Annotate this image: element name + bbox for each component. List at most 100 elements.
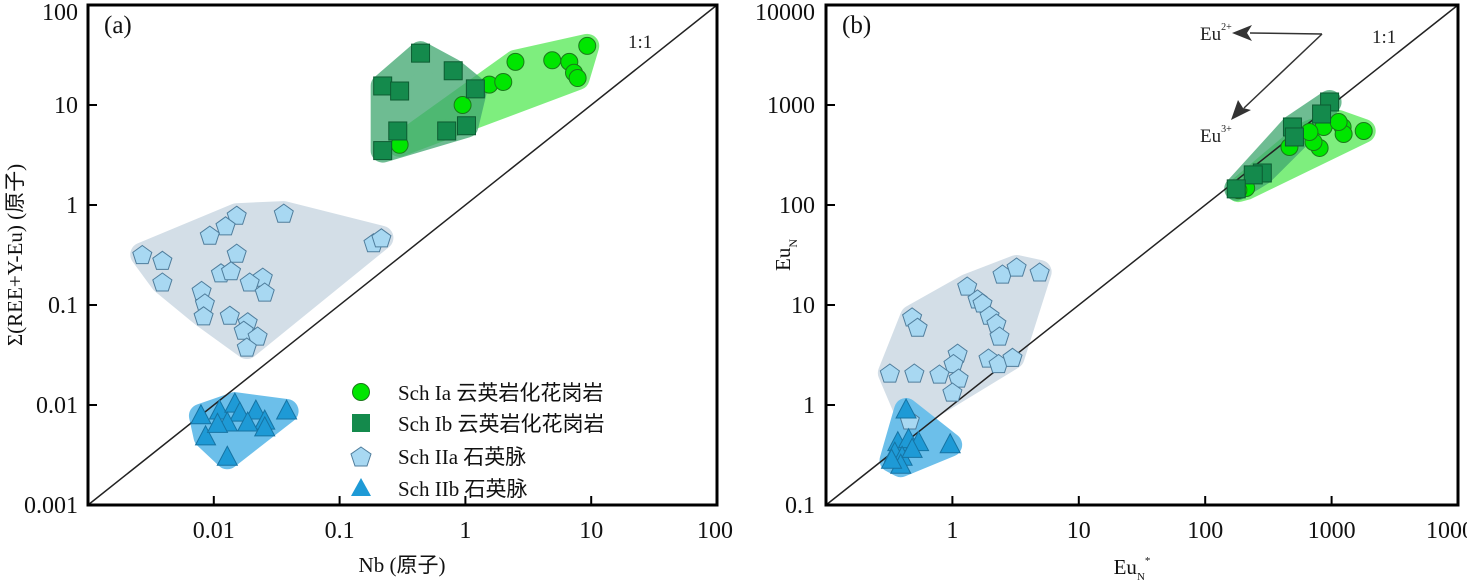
- point-pentagon-sch-iia: [239, 272, 260, 292]
- legend-pentagon-marker: [350, 446, 372, 467]
- point-triangle-sch-iib: [245, 398, 267, 420]
- y-axis-label-b: EuN: [771, 239, 800, 271]
- point-square-sch-ib: [1243, 165, 1263, 185]
- point-square-sch-ib: [437, 121, 457, 141]
- point-pentagon-sch-iia: [236, 337, 257, 357]
- point-pentagon-sch-iia: [942, 382, 963, 402]
- eu3-text: Eu: [1200, 126, 1222, 147]
- one-to-one-label-b: 1:1: [1372, 27, 1396, 48]
- point-triangle-sch-iib: [194, 424, 217, 446]
- eu2-sup: 2+: [1221, 22, 1232, 33]
- point-pentagon-sch-iia: [220, 261, 242, 281]
- point-square-sch-ib: [411, 43, 431, 63]
- point-pentagon-sch-iia: [929, 364, 950, 384]
- legend-circle-marker: [352, 383, 370, 401]
- arrow-eu2-line: [1249, 32, 1323, 35]
- point-circle-sch-ia: [1354, 121, 1373, 140]
- eu2-text: Eu: [1200, 24, 1222, 45]
- point-pentagon-sch-iia: [132, 244, 153, 265]
- x-label-sup: *: [1145, 555, 1151, 567]
- point-square-sch-ib: [390, 81, 410, 101]
- point-square-sch-ib: [1226, 179, 1246, 199]
- arrow-eu3-head-icon: [1231, 100, 1251, 120]
- legend-triangle-marker: [351, 478, 371, 496]
- point-pentagon-sch-iia: [152, 250, 173, 270]
- y-tick-label: 0.1: [785, 493, 815, 519]
- x-tick-label: 100: [697, 518, 733, 544]
- eu3-label: Eu3+: [1200, 124, 1232, 147]
- point-pentagon-sch-iia: [879, 363, 900, 383]
- x-tick-label: 10000: [1426, 518, 1467, 544]
- y-tick-label: 100: [42, 0, 78, 26]
- x-tick-label: 1000: [1308, 518, 1356, 544]
- point-triangle-sch-iib: [206, 412, 229, 433]
- point-pentagon-sch-iia: [1002, 347, 1023, 367]
- axes-a: 0.01 0.1 1 10 100 0.001 0.01 0.1 1 10 100: [24, 0, 733, 544]
- one-to-one-label-a: 1:1: [628, 32, 652, 53]
- legend-item-sch-ib: Sch Ib 云英岩化花岗岩: [352, 412, 605, 436]
- eu-arrows: Eu2+ Eu3+: [1200, 22, 1323, 147]
- y-tick-label: 0.1: [48, 293, 78, 319]
- point-square-sch-ib: [388, 121, 408, 141]
- reference-line-b: [825, 4, 1459, 506]
- plot-frame: [86, 3, 719, 507]
- legend-item-sch-ia: Sch Ia 云英岩化花岗岩: [352, 381, 603, 405]
- x-tick-label: 1: [946, 518, 958, 544]
- eu2-label: Eu2+: [1200, 22, 1232, 45]
- y-tick-label: 10: [54, 93, 78, 119]
- point-triangle-sch-iib: [275, 398, 298, 420]
- y-tick-label: 10000: [755, 0, 815, 26]
- point-circle-sch-ia: [568, 69, 587, 88]
- panel-label-a: (a): [104, 12, 132, 39]
- point-square-sch-ib: [456, 116, 476, 136]
- point-triangle-sch-iib: [253, 415, 276, 437]
- legend-label: Sch IIb 石英脉: [398, 477, 528, 501]
- point-square-sch-ib: [373, 141, 393, 161]
- point-pentagon-sch-iia: [273, 203, 294, 223]
- arrow-eu3-line: [1243, 33, 1323, 109]
- y-tick-label: 0.001: [24, 493, 78, 519]
- points-a: [132, 36, 597, 466]
- point-pentagon-sch-iia: [152, 272, 173, 292]
- point-pentagon-sch-iia: [371, 228, 392, 248]
- point-pentagon-sch-iia: [254, 282, 275, 302]
- point-circle-sch-ia: [506, 52, 525, 71]
- point-pentagon-sch-iia: [989, 326, 1010, 346]
- points-b: [879, 92, 1373, 474]
- point-circle-sch-ia: [453, 96, 472, 114]
- point-pentagon-sch-iia: [226, 243, 247, 263]
- x-label-main: Eu: [1114, 555, 1138, 579]
- x-tick-label: 0.01: [193, 518, 235, 544]
- y-tick-label: 1: [66, 193, 78, 219]
- point-triangle-sch-iib: [880, 448, 903, 469]
- point-pentagon-sch-iia: [226, 205, 247, 225]
- legend: Sch Ia 云英岩化花岗岩 Sch Ib 云英岩化花岗岩 Sch IIa 石英…: [350, 381, 605, 501]
- x-axis-label-a: Nb (原子): [359, 553, 446, 577]
- point-square-sch-ib: [465, 79, 485, 99]
- legend-label: Sch Ib 云英岩化花岗岩: [398, 412, 605, 436]
- y-tick-label: 0.01: [36, 393, 78, 419]
- legend-label: Sch IIa 石英脉: [398, 445, 526, 469]
- x-tick-label: 10: [579, 518, 603, 544]
- point-triangle-sch-iib: [901, 437, 923, 458]
- point-circle-sch-ia: [494, 72, 513, 91]
- arrow-eu2-head-icon: [1232, 25, 1252, 41]
- point-pentagon-sch-iia: [247, 326, 268, 346]
- eu3-sup: 3+: [1221, 124, 1232, 135]
- point-pentagon-sch-iia: [904, 363, 925, 383]
- point-pentagon-sch-iia: [1029, 262, 1050, 282]
- y-label-sub: N: [786, 239, 800, 248]
- point-circle-sch-ia: [1329, 113, 1348, 132]
- point-triangle-sch-iib: [216, 445, 239, 466]
- point-triangle-sch-iib: [190, 403, 212, 425]
- x-axis-label-b: EuN*: [1114, 555, 1151, 581]
- legend-label: Sch Ia 云英岩化花岗岩: [398, 381, 603, 405]
- x-tick-label: 1: [459, 518, 471, 544]
- x-tick-label: 10: [1067, 518, 1091, 544]
- axes-b: 1 10 100 1000 10000 0.1 1 10 100 1000 10000: [755, 0, 1467, 544]
- point-triangle-sch-iib: [236, 410, 259, 432]
- x-label-sub: N: [1137, 571, 1145, 581]
- y-tick-label: 1000: [767, 93, 815, 119]
